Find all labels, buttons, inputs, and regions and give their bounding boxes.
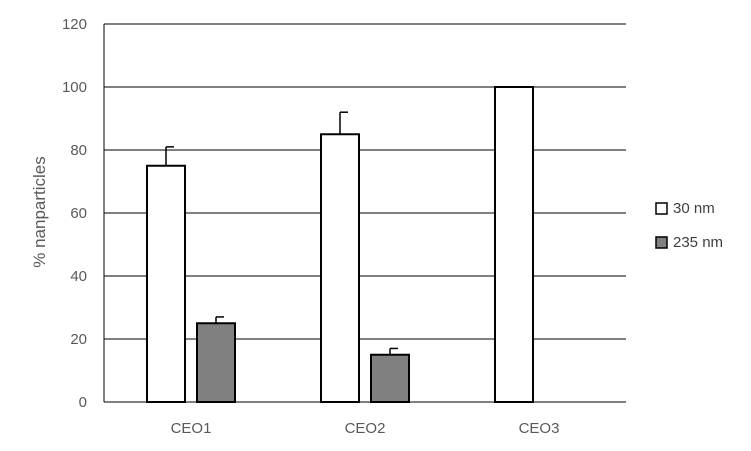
legend-swatch xyxy=(655,236,668,249)
bar xyxy=(494,86,534,403)
error-bars xyxy=(165,111,398,355)
y-tick-label: 60 xyxy=(70,205,87,222)
bar xyxy=(370,353,410,403)
x-category-label: CEO2 xyxy=(345,420,386,437)
gridlines xyxy=(103,23,626,402)
legend-swatch xyxy=(655,202,668,215)
legend-label: 30 nm xyxy=(673,200,715,217)
bar xyxy=(196,322,236,403)
bar xyxy=(320,133,360,403)
x-axis-category-labels: CEO1 CEO2 CEO3 xyxy=(171,420,560,437)
y-tick-label: 0 xyxy=(79,394,87,411)
legend-label: 235 nm xyxy=(673,234,723,251)
y-axis-tick-labels: 0 20 40 60 80 100 120 xyxy=(62,16,87,411)
x-category-label: CEO3 xyxy=(519,420,560,437)
legend: 30 nm 235 nm xyxy=(655,200,723,251)
bar xyxy=(146,164,186,403)
y-tick-label: 100 xyxy=(62,79,87,96)
y-tick-label: 80 xyxy=(70,142,87,159)
y-tick-label: 20 xyxy=(70,331,87,348)
y-tick-label: 120 xyxy=(62,16,87,33)
y-axis-label: % nanparticles xyxy=(30,156,49,268)
y-tick-label: 40 xyxy=(70,268,87,285)
x-category-label: CEO1 xyxy=(171,420,212,437)
